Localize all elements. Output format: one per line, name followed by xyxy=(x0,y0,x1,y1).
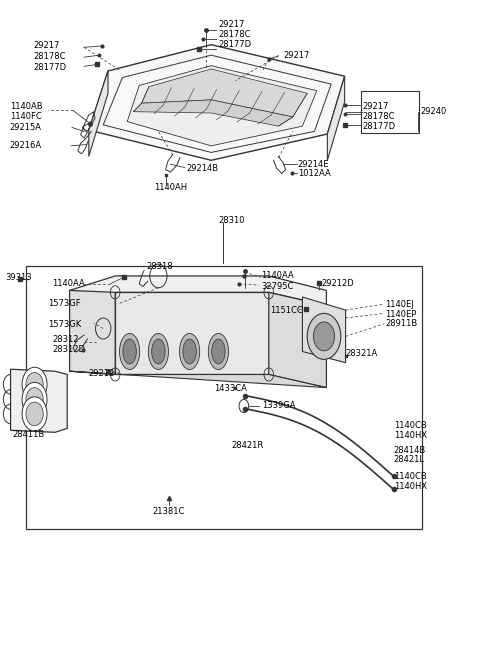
Text: 1140AH: 1140AH xyxy=(154,183,187,193)
Circle shape xyxy=(313,322,335,351)
Text: 28421R: 28421R xyxy=(231,441,264,450)
Polygon shape xyxy=(115,292,269,374)
Ellipse shape xyxy=(120,334,140,369)
Polygon shape xyxy=(89,45,345,160)
Text: 1140HX: 1140HX xyxy=(394,431,427,440)
Text: 29217: 29217 xyxy=(362,102,389,111)
Polygon shape xyxy=(70,276,326,306)
Text: 1433CA: 1433CA xyxy=(214,384,246,394)
Circle shape xyxy=(26,373,43,396)
Polygon shape xyxy=(133,100,293,126)
Ellipse shape xyxy=(148,334,168,369)
Text: 29217: 29217 xyxy=(218,20,245,30)
Text: 28414B: 28414B xyxy=(394,445,426,455)
Text: 28177D: 28177D xyxy=(34,62,67,72)
Text: 29216A: 29216A xyxy=(10,141,42,150)
Text: 29214E: 29214E xyxy=(298,160,329,169)
Circle shape xyxy=(22,367,47,401)
Text: 29212: 29212 xyxy=(89,369,115,378)
Polygon shape xyxy=(142,69,307,117)
Ellipse shape xyxy=(152,339,165,364)
Text: 1140AA: 1140AA xyxy=(52,279,84,288)
Ellipse shape xyxy=(180,334,200,369)
Polygon shape xyxy=(127,66,317,146)
Text: 28177D: 28177D xyxy=(218,40,252,49)
Polygon shape xyxy=(89,71,108,156)
Circle shape xyxy=(26,402,43,426)
Polygon shape xyxy=(11,369,67,432)
Text: 28911B: 28911B xyxy=(385,319,418,328)
Text: 28321A: 28321A xyxy=(346,349,378,358)
Polygon shape xyxy=(269,292,326,388)
Text: 28411B: 28411B xyxy=(12,430,44,440)
Text: 28312: 28312 xyxy=(53,335,79,344)
Text: 1140FC: 1140FC xyxy=(10,112,41,121)
Text: 1140AB: 1140AB xyxy=(10,102,42,111)
Text: 1573GF: 1573GF xyxy=(48,299,81,308)
Text: 21381C: 21381C xyxy=(153,507,185,516)
Circle shape xyxy=(22,397,47,431)
Text: 29240: 29240 xyxy=(420,107,446,116)
Text: 29212D: 29212D xyxy=(322,279,354,288)
Text: 28178C: 28178C xyxy=(218,30,251,39)
Text: 28178C: 28178C xyxy=(362,112,395,121)
Text: 29214B: 29214B xyxy=(186,164,218,173)
Text: 28421L: 28421L xyxy=(394,455,425,464)
Text: 29215A: 29215A xyxy=(10,123,42,132)
Polygon shape xyxy=(70,371,326,388)
Text: 1140CB: 1140CB xyxy=(394,472,426,482)
Text: 1140CB: 1140CB xyxy=(394,421,426,430)
Circle shape xyxy=(22,382,47,417)
Text: 1140EP: 1140EP xyxy=(385,309,417,319)
Text: 28312D: 28312D xyxy=(53,345,86,354)
Text: 28177D: 28177D xyxy=(362,122,396,131)
Circle shape xyxy=(307,313,341,359)
Text: 29217: 29217 xyxy=(283,51,310,60)
Ellipse shape xyxy=(183,339,196,364)
Text: 1573GK: 1573GK xyxy=(48,320,81,329)
Ellipse shape xyxy=(208,334,228,369)
Text: 1140AA: 1140AA xyxy=(261,271,294,281)
Text: 1140EJ: 1140EJ xyxy=(385,300,414,309)
Text: 1339GA: 1339GA xyxy=(262,401,295,410)
Text: 28178C: 28178C xyxy=(34,52,66,61)
Polygon shape xyxy=(302,297,346,363)
Ellipse shape xyxy=(212,339,225,364)
Ellipse shape xyxy=(123,339,136,364)
Text: 32795C: 32795C xyxy=(261,282,293,291)
Polygon shape xyxy=(327,76,345,160)
Text: 39313: 39313 xyxy=(6,273,32,282)
Bar xyxy=(26,266,422,529)
Text: 1012AA: 1012AA xyxy=(298,169,330,178)
Text: 28318: 28318 xyxy=(146,262,173,271)
Polygon shape xyxy=(70,290,115,374)
Text: 29217: 29217 xyxy=(34,41,60,51)
Text: 28310: 28310 xyxy=(218,215,245,225)
Text: 1140HX: 1140HX xyxy=(394,482,427,491)
Text: 1151CC: 1151CC xyxy=(270,306,302,315)
Circle shape xyxy=(26,388,43,411)
